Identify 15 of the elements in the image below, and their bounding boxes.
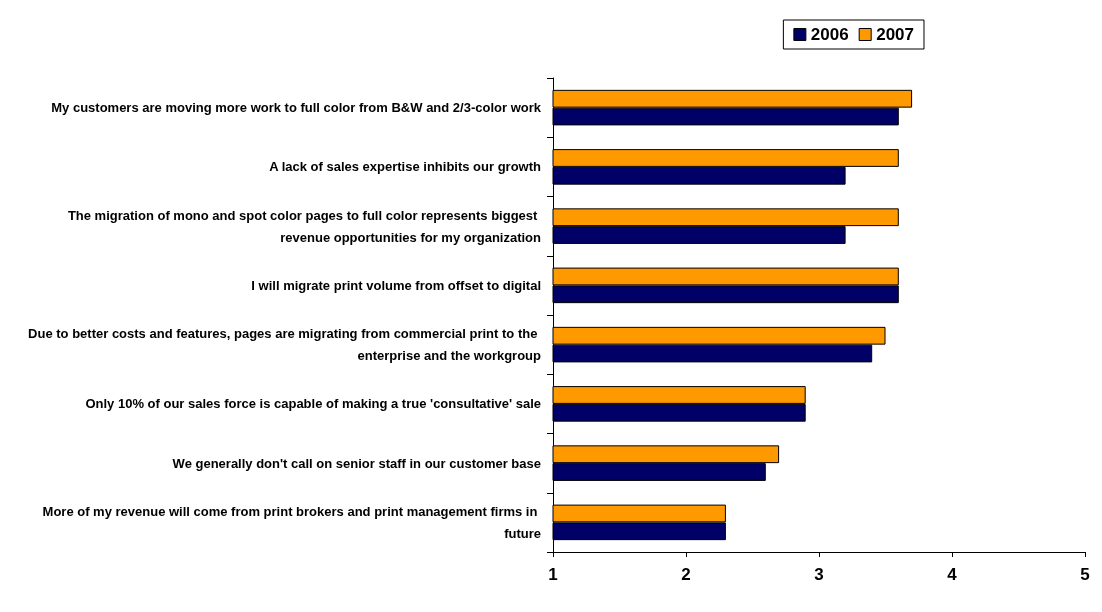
- x-tick-label: 4: [947, 565, 958, 584]
- x-tick-label: 1: [548, 565, 558, 584]
- x-tick-label: 5: [1080, 565, 1090, 584]
- x-tick-label: 3: [814, 565, 824, 584]
- y-tick-label: My customers are moving more work to full color from B&W and 2/3-color work: [51, 100, 542, 116]
- y-tick-label: A lack of sales expertise inhibits our growth: [269, 159, 542, 175]
- legend-label: 2006: [810, 25, 849, 44]
- y-tick-label: The migration of mono and spot color pages to full color represents biggest revenue opportunities for my organization: [67, 207, 542, 245]
- y-tick-label: We generally don't call on senior staff in our customer base: [172, 455, 541, 471]
- y-tick-label: More of my revenue will come from print brokers and print management firms in future: [42, 503, 541, 541]
- y-tick-label: I will migrate print volume from offset to digital: [251, 277, 541, 293]
- legend-label: 2007: [876, 25, 915, 44]
- y-tick-label: Only 10% of our sales force is capable of making a true 'consultative' sale: [85, 396, 541, 412]
- x-tick-label: 2: [681, 565, 691, 584]
- y-tick-label: Due to better costs and features, pages are migrating from commercial print to the enterprise and the workgroup: [28, 326, 542, 364]
